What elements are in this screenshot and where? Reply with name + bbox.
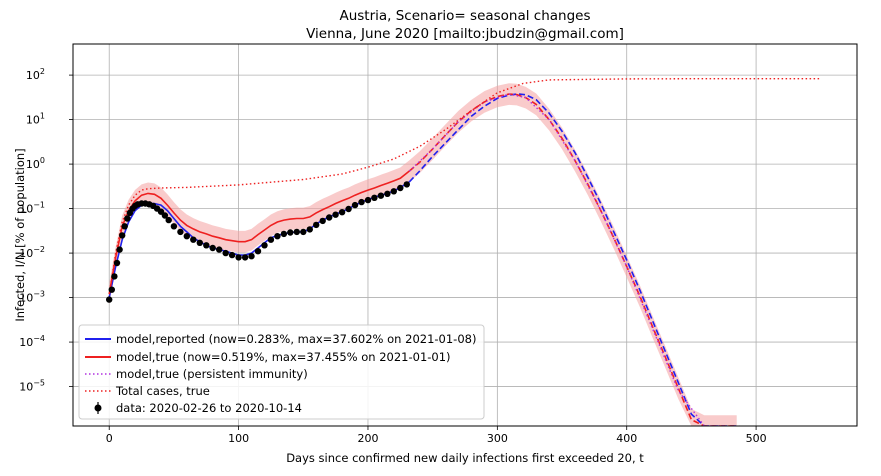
legend-box (78, 324, 485, 420)
data-point (108, 286, 116, 293)
data-point (267, 236, 275, 243)
plot-series (106, 78, 821, 426)
data-point (254, 248, 262, 255)
data-point (170, 223, 178, 230)
total-cases-line (108, 78, 821, 295)
data-point (338, 209, 346, 216)
data-point (371, 194, 378, 201)
y-tick-label: 10−4 (19, 334, 45, 349)
persistent-immunity-line (408, 93, 725, 426)
axes-frame (72, 43, 858, 427)
data-point (161, 212, 169, 219)
legend-label-data: data: 2020-02-26 to 2020-10-14 (116, 401, 302, 415)
data-point (403, 181, 410, 188)
chart-subtitle: Vienna, June 2020 [mailto:jbudzin@gmail.… (306, 26, 624, 42)
data-point (190, 236, 197, 243)
data-point (209, 244, 216, 252)
data-point (397, 184, 404, 192)
data-point (287, 229, 294, 236)
data-point (332, 211, 339, 218)
y-tick-label: 100 (26, 156, 45, 171)
data-point (313, 221, 320, 229)
data-point (319, 217, 326, 225)
legend-label-reported: model,reported (now=0.283%, max=37.602% … (116, 332, 476, 346)
data-point (113, 259, 121, 267)
data-point (222, 249, 229, 257)
data-point (119, 232, 126, 239)
chart-title: Austria, Scenario= seasonal changes (339, 8, 590, 24)
y-tick-label: 10−5 (19, 379, 45, 394)
data-point (216, 246, 223, 253)
data-point (183, 233, 190, 240)
legend-swatch-data (94, 404, 102, 412)
data-point (390, 188, 397, 195)
data-point (300, 228, 307, 236)
x-tick-label: 300 (487, 432, 508, 445)
x-tick-label: 0 (106, 432, 113, 445)
x-tick-label: 500 (746, 432, 767, 445)
true-series-solid-line (108, 170, 410, 295)
data-point (235, 254, 242, 261)
x-tick-label: 100 (228, 432, 249, 445)
data-point (116, 246, 123, 253)
data-point (106, 296, 113, 303)
y-tick-label: 101 (26, 112, 45, 127)
data-point (274, 233, 281, 240)
data-point (177, 228, 184, 236)
data-point (261, 242, 268, 249)
data-point (364, 196, 372, 204)
legend: model,reported (now=0.283%, max=37.602% … (78, 324, 485, 420)
data-point (165, 216, 172, 224)
plot-area (106, 78, 821, 426)
data-point (358, 198, 365, 206)
data-point (293, 228, 300, 236)
x-tick-label: 200 (357, 432, 378, 445)
data-point (280, 230, 288, 238)
data-point (196, 239, 203, 246)
data-point (384, 190, 391, 197)
x-tick-label: 400 (616, 432, 637, 445)
data-point (121, 223, 128, 230)
legend-label-total: Total cases, true (115, 384, 210, 398)
legend-label-true: model,true (now=0.519%, max=37.455% on 2… (116, 350, 451, 364)
x-axis-label: Days since confirmed new daily infection… (286, 451, 644, 465)
data-point (306, 226, 313, 233)
data-point (345, 205, 352, 213)
data-point (203, 242, 210, 249)
data-point (241, 254, 249, 261)
data-point (326, 214, 333, 221)
y-tick-label: 102 (26, 67, 45, 82)
legend-label-persistent: model,true (persistent immunity) (116, 367, 308, 381)
y-axis-label: Infected, I/N [% of population] (13, 148, 27, 321)
data-point (377, 192, 385, 199)
data-point (351, 201, 359, 209)
data-point (248, 253, 255, 260)
data-point (228, 251, 236, 259)
data-point (111, 273, 118, 280)
x-ticks: 0 100 200 300 400 500 (106, 426, 767, 445)
data-point (124, 215, 131, 222)
